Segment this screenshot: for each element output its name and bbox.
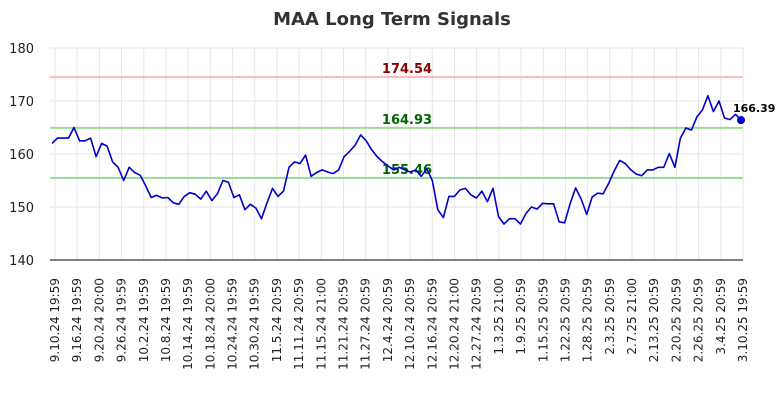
signal-line-label: 164.93 (382, 113, 432, 128)
y-axis: 140 150 160 170 180 (9, 42, 34, 269)
x-tick-label: 11.11.24 20:59 (292, 278, 306, 370)
x-tick-label: 9.16.24 19:59 (70, 278, 84, 362)
x-tick-label: 1.28.25 20:59 (581, 278, 595, 362)
x-tick-label: 3.10.25 19:59 (736, 278, 750, 362)
x-tick-label: 12.16.24 20:59 (425, 278, 439, 370)
y-tick-label: 170 (9, 95, 34, 110)
x-tick-label: 12.10.24 20:59 (403, 278, 417, 370)
x-tick-label: 9.20.24 20:00 (92, 278, 106, 362)
x-tick-label: 10.24.24 19:59 (226, 278, 240, 370)
y-tick-label: 160 (9, 148, 34, 163)
x-tick-label: 9.26.24 19:59 (115, 278, 129, 362)
x-tick-label: 2.7.25 21:00 (625, 278, 639, 355)
x-tick-label: 10.18.24 20:00 (203, 278, 217, 370)
chart-title: MAA Long Term Signals (273, 9, 511, 30)
price-series-line (51, 94, 742, 225)
x-tick-label: 2.20.25 20:59 (669, 278, 683, 362)
x-tick-label: 2.26.25 20:59 (692, 278, 706, 362)
y-tick-label: 180 (9, 42, 34, 57)
x-tick-label: 12.4.24 20:59 (381, 278, 395, 362)
last-point-group: 166.39 (733, 102, 775, 125)
x-tick-label: 10.30.24 19:59 (248, 278, 262, 370)
x-tick-label: 3.4.25 20:59 (714, 278, 728, 355)
last-point-marker (737, 116, 745, 125)
last-point-label: 166.39 (733, 102, 775, 115)
grid (50, 47, 744, 261)
x-tick-label: 11.21.24 20:59 (337, 278, 351, 370)
x-tick-label: 9.10.24 19:59 (48, 278, 62, 362)
y-tick-label: 140 (9, 254, 34, 269)
x-tick-label: 10.2.24 19:59 (137, 278, 151, 362)
signal-line-label: 174.54 (382, 62, 432, 77)
x-tick-label: 11.15.24 21:00 (314, 278, 328, 370)
x-tick-label: 1.3.25 21:00 (492, 278, 506, 355)
x-tick-label: 1.15.25 20:59 (536, 278, 550, 362)
x-tick-label: 12.20.24 21:00 (447, 278, 461, 370)
x-tick-label: 12.27.24 20:59 (470, 278, 484, 370)
x-tick-label: 10.8.24 19:59 (159, 278, 173, 362)
x-tick-label: 2.13.25 20:59 (647, 278, 661, 362)
x-tick-label: 11.27.24 20:59 (359, 278, 373, 370)
x-tick-label: 1.22.25 20:59 (558, 278, 572, 362)
x-tick-label: 1.9.25 20:59 (514, 278, 528, 355)
x-tick-label: 2.3.25 20:59 (603, 278, 617, 355)
y-tick-label: 150 (9, 201, 34, 216)
series-group (51, 94, 742, 225)
x-tick-label: 11.5.24 20:59 (270, 278, 284, 362)
x-tick-label: 10.14.24 19:59 (181, 278, 195, 370)
x-axis: 9.10.24 19:59 9.16.24 19:59 9.20.24 20:00 9… (48, 259, 750, 370)
